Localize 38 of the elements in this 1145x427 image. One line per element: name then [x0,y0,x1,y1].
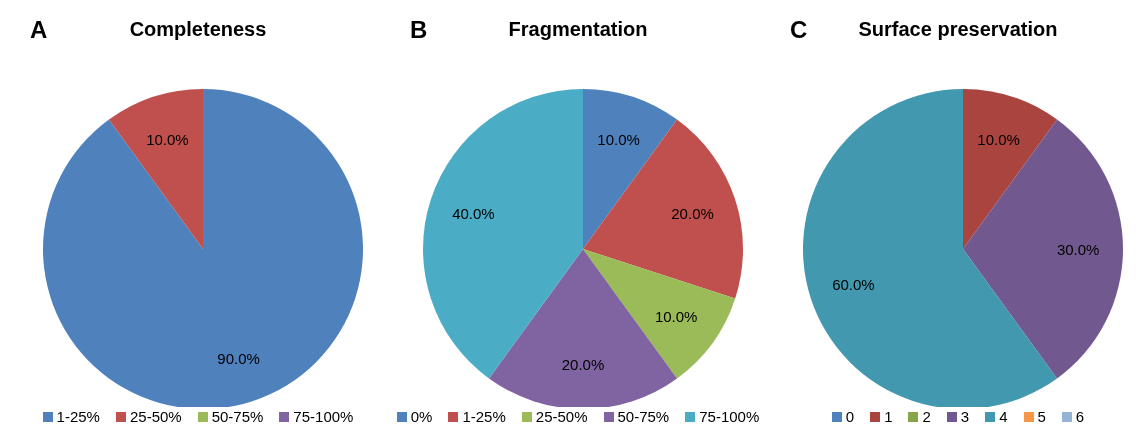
text: C [790,16,808,44]
legend-label: 0 [845,408,855,425]
data-label: 10.0% [654,308,698,326]
data-label: 10.0% [597,130,640,148]
pie-slice [108,89,203,249]
legend-label: 50-75% [617,408,670,425]
data-label: 90.0% [217,350,260,368]
legend-label: 5 [1037,408,1046,425]
data-label: 40.0% [452,204,495,222]
pie-slice [963,119,1123,379]
legend-label: 50-75% [211,408,264,425]
pie-slice [43,89,363,407]
legend-label: 25-50% [535,408,588,425]
legend-label: 1-25% [462,408,506,425]
data-label: 20.0% [561,355,605,373]
pie-slice [963,89,1058,249]
chart-title: Surface preservation [858,18,1058,40]
data-label: 10.0% [146,130,189,148]
pie-slice [583,119,743,299]
legend-label: 4 [999,408,1008,425]
data-label: 60.0% [832,276,875,294]
legend-label: 6 [1075,408,1085,425]
chart-title: Completeness [129,18,267,40]
legend-label: 3 [960,408,970,425]
legend-label: 0% [410,408,433,425]
legend-label: 75-100% [699,408,760,425]
legend-label: 1 [884,408,893,425]
data-label: 10.0% [977,130,1020,148]
legend-label: 1-25% [56,408,100,425]
legend-label: 2 [922,408,931,425]
chart-title: Fragmentation [508,18,648,40]
pie-slice [803,89,1058,407]
data-label: 20.0% [671,204,714,222]
text: B [410,16,428,44]
legend-label: 25-50% [129,408,182,425]
legend-label: 75-100% [293,408,354,425]
data-label: 30.0% [1056,240,1100,258]
text: A [30,16,48,44]
